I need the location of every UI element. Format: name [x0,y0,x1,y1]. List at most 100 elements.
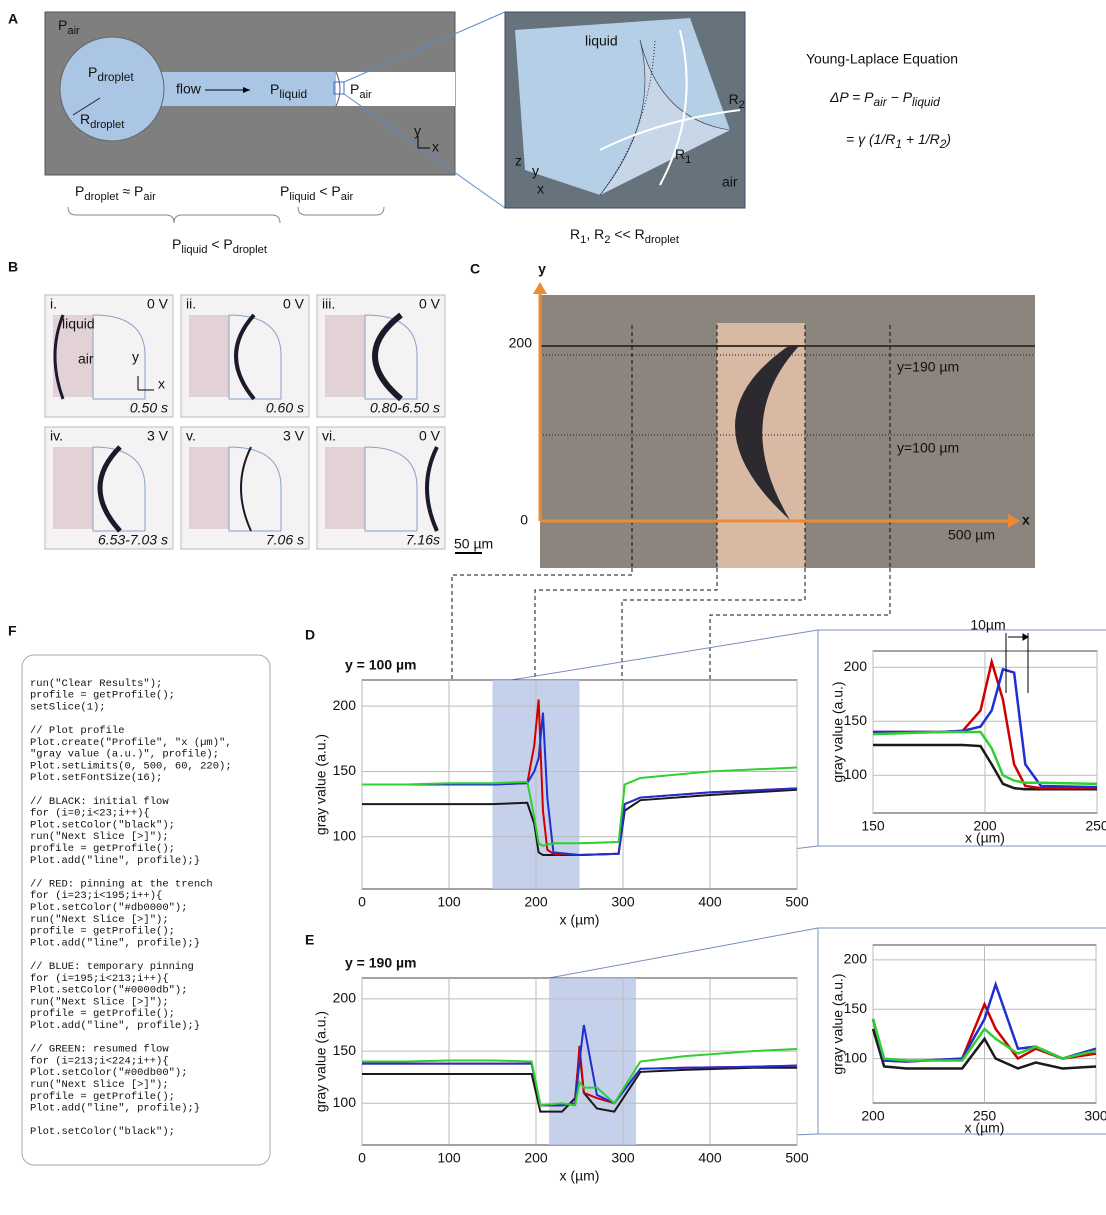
subscript: air [874,95,888,109]
y-axis-label: gray value (a.u.) [830,973,846,1074]
y-tick-label: 150 [844,712,868,728]
label: Pdroplet ≈ Pair [75,183,156,203]
code-line: Plot.setColor("black"); [30,819,175,831]
panel-label: F [8,623,17,639]
subscript: droplet [97,70,134,84]
axis-label: z [515,153,522,169]
tile-time: 7.16s [406,532,440,548]
text-part: R [570,226,580,242]
code-line: run("Next Slice [>]"); [30,914,169,926]
subscript: liquid [289,191,315,203]
text-part: ΔP = P [829,89,874,105]
y-axis-label: gray value (a.u.) [830,681,846,782]
tile-voltage: 0 V [147,296,169,312]
tick-label: 500 µm [948,527,995,543]
panel-label: D [305,627,315,643]
text-part: + 1/R [902,131,940,147]
y-tick-label: 100 [333,1094,357,1110]
tile-liquid [325,447,365,529]
axis-label: y [538,261,546,277]
tile-voltage: 3 V [283,428,305,444]
code-line: Plot.setFontSize(16); [30,772,162,784]
axis-label: y [532,163,539,179]
code-line: profile = getProfile(); [30,926,175,938]
code-line: Plot.create("Profile", "x (µm)", [30,737,232,749]
y-tick-label: 150 [333,762,357,778]
label: air [722,174,738,190]
text-part: ≈ P [119,183,144,199]
label: flow [176,81,202,97]
code-line: for (i=0;i<23;i++){ [30,808,150,820]
code-line: for (i=213;i<224;i++){ [30,1055,169,1067]
y-tick-label: 200 [333,697,357,713]
code-line: Plot.add("line", profile);} [30,937,200,949]
text-part: < P [207,236,232,252]
code-line: // BLACK: initial flow [30,796,169,808]
subscript: air [341,191,354,203]
label: Pliquid < Pair [280,183,353,203]
text-part: − P [887,89,913,105]
chart-title: y = 100 µm [345,657,417,673]
y-tick-label: 150 [844,1000,868,1016]
tick-label: 0 [520,512,528,528]
scale-label: 50 µm [454,536,493,552]
text-part: << R [610,226,644,242]
axis-label: y [414,123,421,139]
tile-voltage: 3 V [147,428,169,444]
tile-index: iii. [322,296,335,312]
code-line: Plot.setColor("#db0000"); [30,902,188,914]
text-part: < P [315,183,340,199]
subscript: air [143,191,156,203]
x-tick-label: 300 [611,894,635,910]
text-part: , R [586,226,604,242]
x-tick-label: 300 [1084,1108,1106,1124]
c-y-arrow [533,282,547,294]
subscript: droplet [84,191,119,203]
code-line: Plot.add("line", profile);} [30,1103,200,1115]
subscript: air [359,89,372,101]
x-tick-label: 500 [785,894,809,910]
axis-label: x [537,181,544,197]
code-line: Plot.setColor("black"); [30,1126,175,1138]
code-line: Plot.setColor("#0000db"); [30,985,188,997]
code-line: profile = getProfile(); [30,690,175,702]
subscript: air [67,25,80,37]
text-part: P [270,81,279,97]
x-tick-label: 200 [524,894,548,910]
subscript: droplet [90,119,125,131]
y-axis-label: gray value (a.u.) [313,1011,329,1112]
code-line: Plot.add("line", profile);} [30,1020,200,1032]
annotation: 10µm [970,617,1005,633]
tick-label: 200 [509,335,533,351]
code-line: Plot.setColor("#00db00"); [30,1067,188,1079]
panel-label: A [8,11,18,27]
subscript: 2 [739,99,745,111]
code-line: profile = getProfile(); [30,843,175,855]
tile-index: iv. [50,428,63,444]
x-tick-label: 0 [358,894,366,910]
code-line: run("Next Slice [>]"); [30,996,169,1008]
text-part: = γ (1/R [846,131,895,147]
tile-voltage: 0 V [283,296,305,312]
subscript: liquid [912,95,940,109]
x-tick-label: 100 [437,1150,461,1166]
label: air [78,351,94,367]
y-tick-label: 100 [333,827,357,843]
subscript: liquid [279,87,307,101]
tile-index: i. [50,296,57,312]
equation: = γ (1/R1 + 1/R2) [846,131,951,152]
axis-label: x [1022,512,1030,528]
code-line: profile = getProfile(); [30,1008,175,1020]
code-line: // Plot profile [30,725,125,737]
panel-label: E [305,932,314,948]
row-label: y=100 µm [897,440,959,456]
panel-label: C [470,261,480,277]
axis-label: x [432,139,439,155]
x-tick-label: 100 [437,894,461,910]
code-line: run("Next Slice [>]"); [30,1079,169,1091]
figure: ABCDEFPairPdropletRdropletflowPliquidPai… [0,0,1106,1215]
text-part: R [80,111,90,127]
y-tick-label: 200 [844,658,868,674]
subscript: droplet [233,244,268,256]
code-line: Plot.setLimits(0, 500, 60, 220); [30,760,232,772]
